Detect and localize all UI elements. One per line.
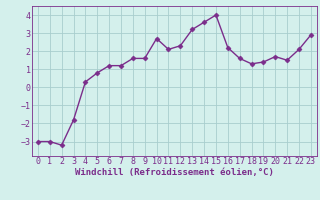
X-axis label: Windchill (Refroidissement éolien,°C): Windchill (Refroidissement éolien,°C) — [75, 168, 274, 177]
